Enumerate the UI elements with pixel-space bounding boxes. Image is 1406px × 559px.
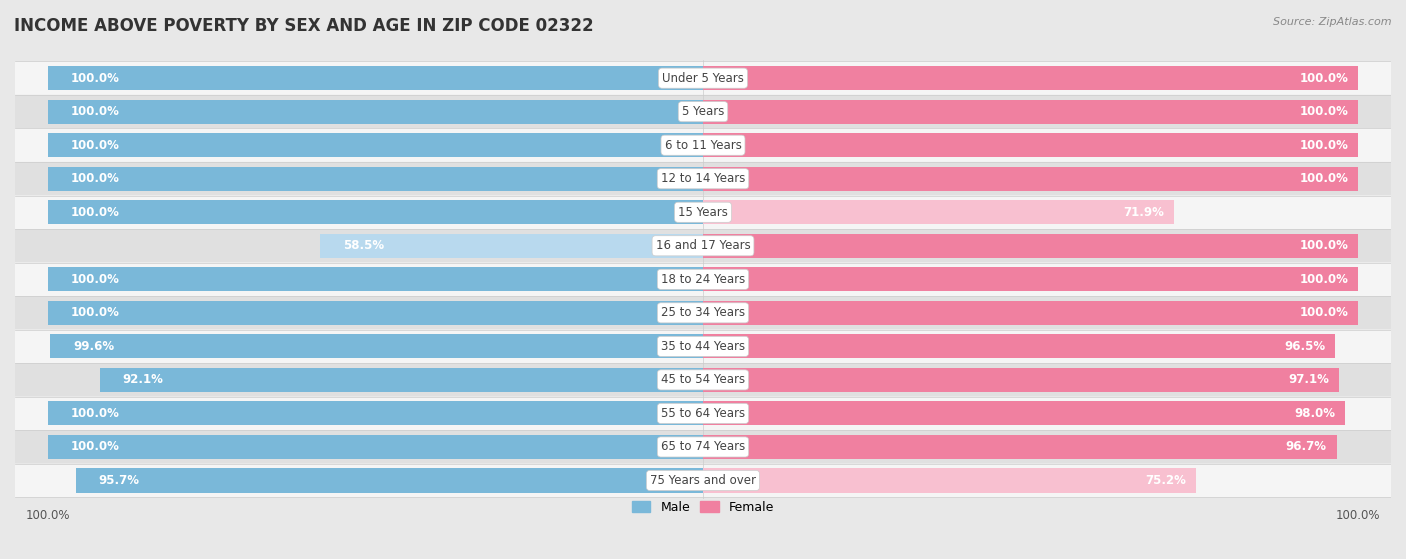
Legend: Male, Female: Male, Female xyxy=(627,496,779,519)
Bar xyxy=(703,368,1340,392)
Bar xyxy=(703,301,1358,325)
Text: 96.7%: 96.7% xyxy=(1285,440,1327,453)
Text: 55 to 64 Years: 55 to 64 Years xyxy=(661,407,745,420)
Text: 15 Years: 15 Years xyxy=(678,206,728,219)
Bar xyxy=(703,435,1337,459)
Text: 99.6%: 99.6% xyxy=(73,340,114,353)
Bar xyxy=(703,267,1358,291)
Text: 100.0%: 100.0% xyxy=(70,72,120,84)
FancyBboxPatch shape xyxy=(15,430,1391,464)
FancyBboxPatch shape xyxy=(15,363,1391,397)
Text: 75.2%: 75.2% xyxy=(1144,474,1185,487)
Text: 96.5%: 96.5% xyxy=(1284,340,1326,353)
Text: 12 to 14 Years: 12 to 14 Years xyxy=(661,172,745,185)
Text: 100.0%: 100.0% xyxy=(70,306,120,319)
Text: 100.0%: 100.0% xyxy=(70,172,120,185)
Bar xyxy=(48,133,703,157)
Bar xyxy=(100,368,703,392)
Bar xyxy=(48,167,703,191)
Bar xyxy=(48,267,703,291)
Text: 25 to 34 Years: 25 to 34 Years xyxy=(661,306,745,319)
FancyBboxPatch shape xyxy=(15,229,1391,263)
Text: 100.0%: 100.0% xyxy=(1299,239,1348,252)
FancyBboxPatch shape xyxy=(15,464,1391,498)
Bar xyxy=(703,468,1195,492)
Bar xyxy=(703,401,1346,425)
FancyBboxPatch shape xyxy=(15,196,1391,229)
Text: 98.0%: 98.0% xyxy=(1295,407,1336,420)
Text: 100.0%: 100.0% xyxy=(70,273,120,286)
FancyBboxPatch shape xyxy=(15,129,1391,162)
Text: 100.0%: 100.0% xyxy=(1299,306,1348,319)
Text: 100.0%: 100.0% xyxy=(70,407,120,420)
Text: 6 to 11 Years: 6 to 11 Years xyxy=(665,139,741,151)
Bar xyxy=(703,334,1336,358)
Text: 97.1%: 97.1% xyxy=(1288,373,1330,386)
Text: INCOME ABOVE POVERTY BY SEX AND AGE IN ZIP CODE 02322: INCOME ABOVE POVERTY BY SEX AND AGE IN Z… xyxy=(14,17,593,35)
Text: 100.0%: 100.0% xyxy=(1299,139,1348,151)
FancyBboxPatch shape xyxy=(15,296,1391,330)
Bar xyxy=(703,66,1358,90)
FancyBboxPatch shape xyxy=(15,397,1391,430)
Text: 100.0%: 100.0% xyxy=(1299,172,1348,185)
Text: 100.0%: 100.0% xyxy=(70,105,120,118)
Bar xyxy=(703,133,1358,157)
Text: 100.0%: 100.0% xyxy=(70,139,120,151)
Bar xyxy=(48,200,703,224)
Bar xyxy=(76,468,703,492)
Text: Source: ZipAtlas.com: Source: ZipAtlas.com xyxy=(1274,17,1392,27)
Bar xyxy=(319,234,703,258)
Bar xyxy=(48,301,703,325)
FancyBboxPatch shape xyxy=(15,263,1391,296)
Bar xyxy=(48,435,703,459)
Bar xyxy=(703,200,1174,224)
Text: 100.0%: 100.0% xyxy=(1299,273,1348,286)
Bar xyxy=(48,401,703,425)
Text: 100.0%: 100.0% xyxy=(70,206,120,219)
Text: 5 Years: 5 Years xyxy=(682,105,724,118)
Text: 45 to 54 Years: 45 to 54 Years xyxy=(661,373,745,386)
FancyBboxPatch shape xyxy=(15,162,1391,196)
Bar xyxy=(51,334,703,358)
Text: 35 to 44 Years: 35 to 44 Years xyxy=(661,340,745,353)
Text: 100.0%: 100.0% xyxy=(70,440,120,453)
FancyBboxPatch shape xyxy=(15,330,1391,363)
Bar xyxy=(703,167,1358,191)
FancyBboxPatch shape xyxy=(15,95,1391,129)
Bar xyxy=(703,100,1358,124)
Text: 92.1%: 92.1% xyxy=(122,373,163,386)
Text: 58.5%: 58.5% xyxy=(343,239,384,252)
Text: 100.0%: 100.0% xyxy=(1299,105,1348,118)
Text: 71.9%: 71.9% xyxy=(1123,206,1164,219)
Bar xyxy=(48,100,703,124)
Text: 65 to 74 Years: 65 to 74 Years xyxy=(661,440,745,453)
Text: 16 and 17 Years: 16 and 17 Years xyxy=(655,239,751,252)
FancyBboxPatch shape xyxy=(15,61,1391,95)
Text: 100.0%: 100.0% xyxy=(1299,72,1348,84)
Text: Under 5 Years: Under 5 Years xyxy=(662,72,744,84)
Bar xyxy=(703,234,1358,258)
Bar xyxy=(48,66,703,90)
Text: 75 Years and over: 75 Years and over xyxy=(650,474,756,487)
Text: 18 to 24 Years: 18 to 24 Years xyxy=(661,273,745,286)
Text: 95.7%: 95.7% xyxy=(98,474,139,487)
